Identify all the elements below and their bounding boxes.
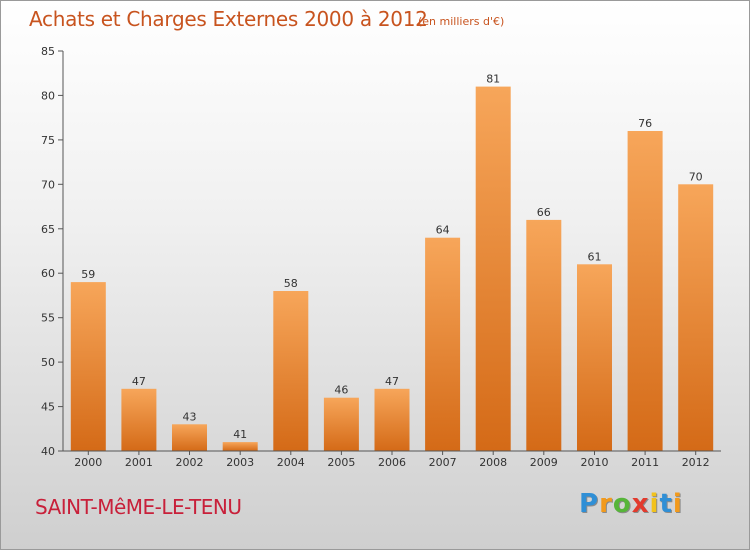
- bar-2012: [678, 184, 714, 452]
- x-tick-label-2000: 2000: [74, 456, 102, 469]
- chart-title: Achats et Charges Externes 2000 à 2012: [29, 7, 428, 31]
- logo-letter: x: [631, 489, 650, 519]
- y-tick-label-85: 85: [41, 45, 55, 58]
- bar-2007: [425, 237, 461, 451]
- x-tick-label-2007: 2007: [429, 456, 457, 469]
- bar-2010: [577, 264, 612, 451]
- bar-2002: [172, 424, 207, 451]
- x-tick-label-2003: 2003: [226, 456, 254, 469]
- bar-2000: [70, 282, 106, 451]
- x-tick-label-2012: 2012: [682, 456, 710, 469]
- data-label-2006: 47: [385, 375, 399, 388]
- y-tick-label-45: 45: [41, 401, 55, 414]
- bar-2009: [526, 219, 562, 451]
- data-label-2007: 64: [436, 224, 450, 237]
- bar-2004: [273, 291, 309, 451]
- bar-2006: [374, 388, 410, 451]
- data-label-2011: 76: [638, 117, 652, 130]
- data-label-2004: 58: [284, 277, 298, 290]
- logo-letter: r: [599, 489, 613, 519]
- data-label-2012: 70: [689, 170, 703, 183]
- logo-letter: i: [672, 489, 683, 519]
- data-label-2008: 81: [486, 73, 500, 86]
- y-tick-label-60: 60: [41, 267, 55, 280]
- x-tick-label-2008: 2008: [479, 456, 507, 469]
- x-tick-label-2001: 2001: [125, 456, 153, 469]
- x-tick-label-2006: 2006: [378, 456, 406, 469]
- axes-group: 2000 2001 2002 2003 2004 2005 2006 2007 2008 2009…: [41, 45, 721, 469]
- x-tick-label-2010: 2010: [581, 456, 609, 469]
- x-tick-label-2011: 2011: [631, 456, 659, 469]
- data-label-2010: 61: [588, 250, 602, 263]
- bar-2003: [222, 442, 258, 451]
- data-label-2005: 46: [334, 384, 348, 397]
- bar-2005: [323, 397, 359, 451]
- bar-2001: [121, 388, 157, 451]
- y-tick-label-75: 75: [41, 134, 55, 147]
- logo-letter: P: [579, 489, 600, 519]
- y-tick-label-70: 70: [41, 178, 55, 191]
- x-tick-label-2009: 2009: [530, 456, 558, 469]
- data-label-2000: 59: [81, 268, 95, 281]
- y-tick-label-50: 50: [41, 356, 55, 369]
- data-label-2009: 66: [537, 206, 551, 219]
- data-label-2001: 47: [132, 375, 146, 388]
- data-label-2002: 43: [183, 410, 197, 423]
- logo-letter: i: [649, 489, 660, 519]
- logo-letter: t: [659, 489, 673, 519]
- x-tick-label-2002: 2002: [176, 456, 204, 469]
- y-tick-label-65: 65: [41, 223, 55, 236]
- bars-group: 59 47 43 41 58 46 47 64 81 66 61 76 70: [70, 73, 714, 452]
- x-tick-label-2005: 2005: [327, 456, 355, 469]
- y-tick-label-55: 55: [41, 312, 55, 325]
- commune-name: SAINT-MêME-LE-TENU: [35, 495, 242, 519]
- y-tick-label-80: 80: [41, 89, 55, 102]
- proxiti-logo[interactable]: Proxiti: [579, 489, 683, 519]
- data-label-2003: 41: [233, 428, 247, 441]
- logo-letter: o: [612, 489, 632, 519]
- y-tick-label-40: 40: [41, 445, 55, 458]
- bar-2008: [475, 86, 511, 451]
- x-tick-label-2004: 2004: [277, 456, 305, 469]
- chart-unit: (en milliers d'€): [418, 15, 505, 28]
- bar-2011: [627, 131, 663, 451]
